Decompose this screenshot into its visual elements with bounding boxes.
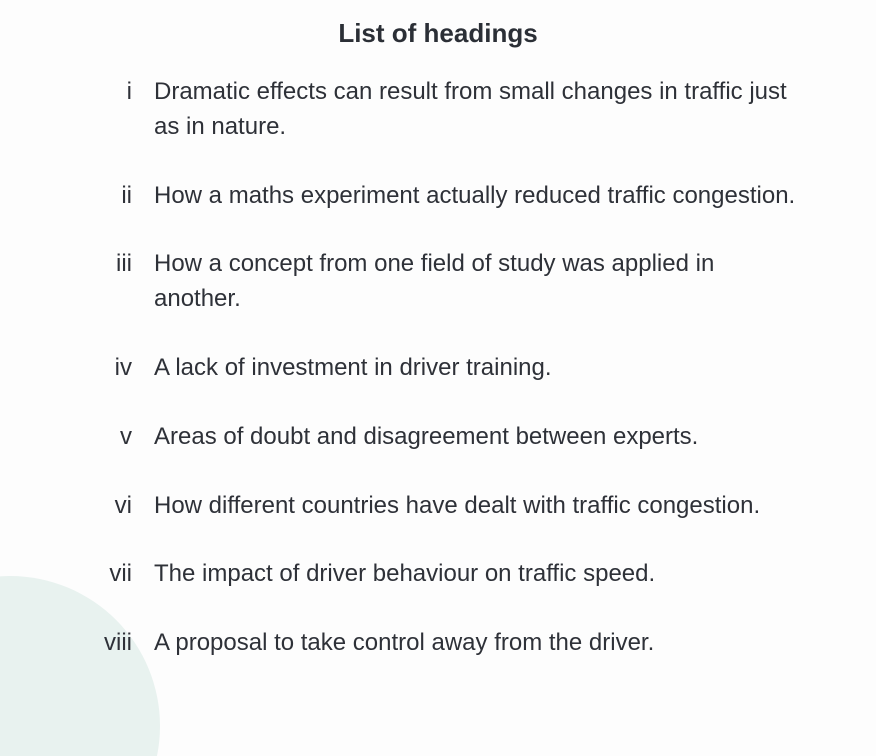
list-item-text: Dramatic effects can result from small c… — [154, 75, 806, 145]
list-item-text: The impact of driver behaviour on traffi… — [154, 557, 806, 592]
list-item-text: Areas of doubt and disagreement between … — [154, 420, 806, 455]
list-item-numeral: ii — [70, 179, 132, 214]
list-item-numeral: iii — [70, 247, 132, 317]
headings-list: i Dramatic effects can result from small… — [70, 75, 806, 661]
list-item-numeral: viii — [70, 626, 132, 661]
list-item-text: A proposal to take control away from the… — [154, 626, 806, 661]
page-title: List of headings — [70, 18, 806, 49]
list-item-numeral: v — [70, 420, 132, 455]
list-item-text: How different countries have dealt with … — [154, 489, 806, 524]
list-item-numeral: iv — [70, 351, 132, 386]
list-item-numeral: vi — [70, 489, 132, 524]
list-item-text: How a maths experiment actually reduced … — [154, 179, 806, 214]
document-sheet: List of headings i Dramatic effects can … — [0, 0, 876, 691]
list-item-numeral: i — [70, 75, 132, 145]
list-item-numeral: vii — [70, 557, 132, 592]
list-item-text: A lack of investment in driver training. — [154, 351, 806, 386]
list-item-text: How a concept from one field of study wa… — [154, 247, 806, 317]
